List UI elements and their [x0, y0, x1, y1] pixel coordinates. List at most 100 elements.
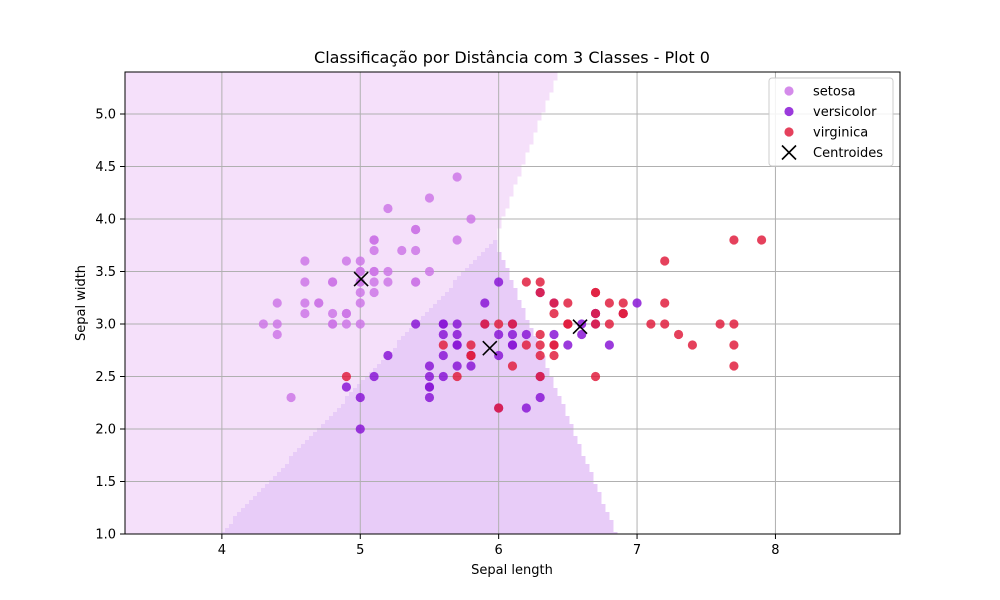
region-versicolor	[393, 348, 542, 353]
y-tick-label: 4.5	[95, 160, 116, 175]
legend-box	[768, 77, 894, 167]
point-virginica	[618, 308, 628, 319]
region-setosa	[125, 236, 498, 241]
point-versicolor	[438, 350, 448, 361]
point-virginica	[729, 319, 739, 329]
region-setosa	[125, 424, 322, 429]
point-setosa	[272, 298, 282, 308]
region-versicolor	[437, 300, 522, 305]
point-setosa	[452, 235, 462, 245]
region-versicolor	[385, 356, 546, 361]
region-versicolor	[301, 444, 582, 449]
region-setosa	[125, 76, 558, 81]
point-virginica	[535, 329, 545, 340]
point-setosa	[355, 256, 365, 266]
point-versicolor	[424, 382, 435, 392]
region-setosa	[125, 80, 554, 85]
region-versicolor	[469, 264, 506, 269]
region-versicolor	[313, 432, 574, 437]
region-versicolor	[337, 408, 566, 413]
point-virginica	[687, 340, 698, 350]
legend: setosa versicolor virginica Centroides	[768, 77, 894, 167]
region-setosa	[125, 264, 470, 269]
point-versicolor	[411, 319, 421, 329]
y-tick-label: 1.5	[95, 475, 116, 490]
point-setosa	[300, 256, 310, 266]
point-setosa	[327, 319, 338, 329]
point-versicolor	[424, 392, 435, 403]
point-virginica	[535, 371, 545, 382]
region-versicolor	[345, 396, 562, 401]
region-setosa	[125, 276, 458, 281]
region-setosa	[125, 364, 378, 369]
x-tick-label: 6	[495, 543, 503, 558]
region-versicolor	[349, 392, 558, 397]
region-versicolor	[457, 276, 510, 281]
point-versicolor	[452, 319, 462, 329]
point-virginica	[729, 340, 739, 350]
point-versicolor	[355, 392, 365, 403]
region-setosa	[125, 100, 546, 105]
region-versicolor	[289, 456, 586, 461]
region-setosa	[125, 484, 266, 489]
region-versicolor	[417, 320, 530, 325]
region-setosa	[125, 500, 250, 505]
point-virginica	[535, 340, 545, 350]
point-virginica	[757, 235, 767, 245]
region-setosa	[125, 96, 550, 101]
region-setosa	[125, 92, 550, 97]
region-setosa	[125, 440, 306, 445]
region-versicolor	[433, 304, 522, 309]
region-setosa	[125, 284, 454, 289]
region-versicolor	[493, 240, 498, 245]
data-points	[258, 172, 767, 434]
region-setosa	[125, 180, 518, 185]
region-setosa	[125, 232, 498, 237]
point-virginica	[590, 287, 601, 298]
y-tick-label: 4.0	[95, 213, 116, 228]
region-setosa	[125, 532, 222, 534]
region-versicolor	[265, 484, 598, 489]
legend-item-centroides: Centroides	[781, 144, 883, 161]
region-setosa	[125, 204, 510, 209]
point-setosa	[355, 287, 365, 298]
region-versicolor	[381, 360, 546, 365]
region-setosa	[125, 372, 370, 377]
point-virginica	[590, 308, 601, 319]
region-setosa	[125, 352, 390, 357]
region-versicolor	[421, 316, 526, 321]
y-tick-label: 3.0	[95, 318, 116, 333]
point-virginica	[549, 340, 559, 350]
y-tick-label: 1.0	[95, 528, 116, 543]
region-setosa	[125, 324, 414, 329]
region-versicolor	[233, 520, 614, 525]
point-virginica	[604, 298, 614, 308]
point-virginica	[535, 350, 545, 361]
point-virginica	[563, 319, 573, 329]
region-setosa	[125, 452, 294, 457]
region-setosa	[125, 392, 350, 397]
region-setosa	[125, 136, 534, 141]
region-setosa	[125, 448, 298, 453]
point-versicolor	[438, 329, 448, 340]
region-setosa	[125, 240, 494, 245]
point-virginica	[660, 298, 670, 308]
region-versicolor	[461, 272, 510, 277]
point-setosa	[341, 319, 352, 329]
region-setosa	[125, 432, 314, 437]
region-setosa	[125, 208, 506, 213]
region-versicolor	[229, 524, 614, 529]
point-setosa	[341, 308, 352, 319]
x-tick-label: 4	[218, 543, 226, 558]
region-setosa	[125, 120, 538, 125]
point-virginica	[549, 350, 559, 361]
region-setosa	[125, 72, 558, 77]
point-setosa	[314, 298, 324, 308]
point-setosa	[369, 245, 379, 256]
point-setosa	[355, 319, 365, 329]
region-versicolor	[473, 260, 506, 265]
region-setosa	[125, 116, 542, 121]
x-tick-label: 8	[771, 543, 779, 558]
region-setosa	[125, 172, 522, 177]
region-setosa	[125, 460, 290, 465]
